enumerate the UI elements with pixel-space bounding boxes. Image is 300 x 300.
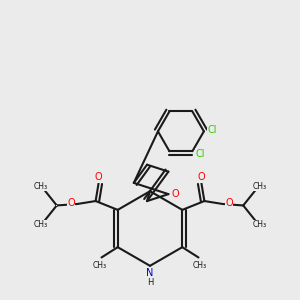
Text: CH₃: CH₃: [34, 182, 48, 191]
Text: CH₃: CH₃: [34, 220, 48, 229]
Text: O: O: [225, 197, 233, 208]
Text: CH₃: CH₃: [252, 220, 266, 229]
Text: O: O: [172, 189, 180, 199]
Text: CH₃: CH₃: [252, 182, 266, 191]
Text: Cl: Cl: [196, 148, 206, 159]
Text: CH₃: CH₃: [193, 261, 207, 270]
Text: /: /: [56, 205, 57, 206]
Text: H: H: [147, 278, 153, 286]
Text: N: N: [146, 268, 154, 278]
Text: CH₃: CH₃: [93, 261, 107, 270]
Text: O: O: [67, 197, 75, 208]
Text: Cl: Cl: [208, 125, 218, 135]
Text: O: O: [95, 172, 102, 182]
Text: O: O: [198, 172, 205, 182]
